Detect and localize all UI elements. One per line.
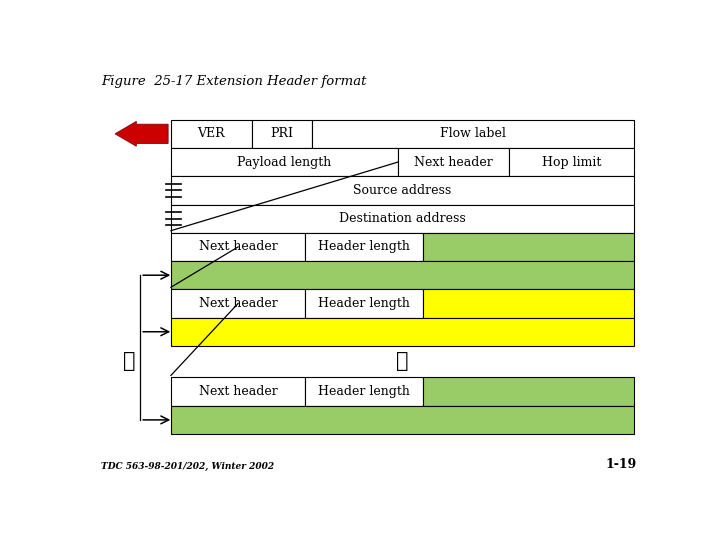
Text: Header length: Header length	[318, 240, 410, 253]
Bar	[305, 233, 423, 261]
Bar	[312, 120, 634, 148]
Text: Payload length: Payload length	[238, 156, 331, 168]
Bar	[171, 233, 305, 261]
Text: Destination address: Destination address	[339, 212, 466, 225]
Bar	[171, 120, 252, 148]
Text: Figure  25-17 Extension Header format: Figure 25-17 Extension Header format	[101, 75, 366, 88]
Text: Next header: Next header	[199, 240, 277, 253]
Bar	[423, 377, 634, 406]
Bar	[305, 289, 423, 318]
Bar	[398, 148, 509, 176]
Text: Header length: Header length	[318, 385, 410, 398]
Text: VER: VER	[197, 127, 225, 140]
FancyArrow shape	[115, 122, 168, 146]
Bar	[423, 289, 634, 318]
Bar	[171, 377, 305, 406]
Bar	[423, 233, 634, 261]
Bar	[252, 120, 312, 148]
Bar	[171, 205, 634, 233]
Bar	[171, 318, 634, 346]
Text: 1-19: 1-19	[606, 458, 637, 471]
Text: Source address: Source address	[354, 184, 451, 197]
Bar	[509, 148, 634, 176]
Bar	[171, 176, 634, 205]
Text: Flow label: Flow label	[440, 127, 506, 140]
Text: ⋮: ⋮	[123, 352, 135, 371]
Bar	[305, 377, 423, 406]
Text: ⋮: ⋮	[396, 352, 409, 371]
Bar	[171, 289, 305, 318]
Bar	[171, 261, 634, 289]
Bar	[171, 148, 398, 176]
Bar	[171, 406, 634, 434]
Text: Next header: Next header	[414, 156, 492, 168]
Text: Hop limit: Hop limit	[542, 156, 601, 168]
Text: TDC 563-98-201/202, Winter 2002: TDC 563-98-201/202, Winter 2002	[101, 462, 274, 471]
Text: Next header: Next header	[199, 385, 277, 398]
Text: Next header: Next header	[199, 297, 277, 310]
Text: PRI: PRI	[271, 127, 294, 140]
Text: Header length: Header length	[318, 297, 410, 310]
